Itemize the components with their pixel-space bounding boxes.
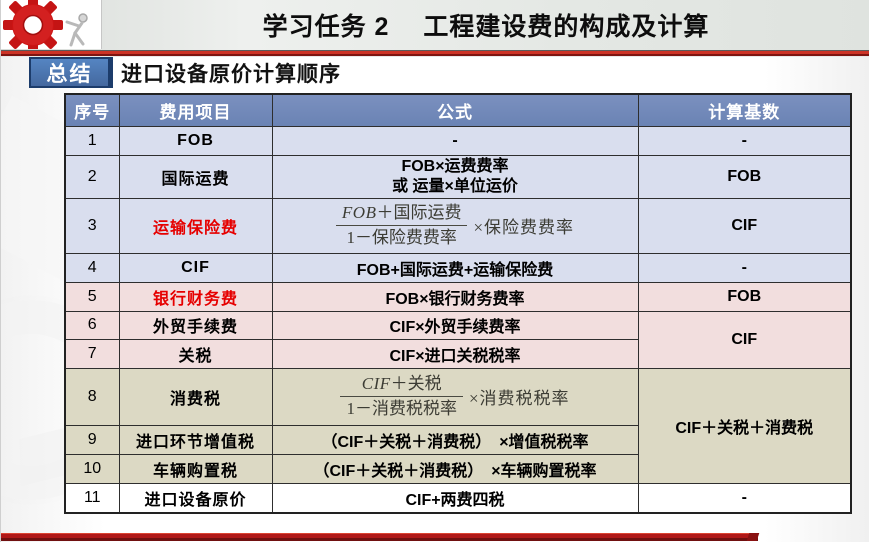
fraction-numerator: FOB＋国际运费 xyxy=(335,202,468,226)
formula-cell: FOB×银行财务费率 xyxy=(271,281,639,312)
formula-line-2: 或 运量×单位运价 xyxy=(392,177,518,195)
base-cell: CIF xyxy=(637,197,852,254)
gear-icon xyxy=(3,0,88,49)
fraction-denominator: 1－保险费费率 xyxy=(346,228,457,247)
base-cell-merged: CIF＋关税＋消费税 xyxy=(637,367,852,484)
formula-line-1: FOB×运费费率 xyxy=(401,157,509,175)
fraction-formula: CIF＋关税 1－消费税税率 ×消费税税率 xyxy=(340,373,569,420)
fraction-multiplier: ×保险费费率 xyxy=(473,218,575,237)
table-row: 11 进口设备原价 CIF+两费四税 - xyxy=(64,482,852,514)
item-cell: 进口环节增值税 xyxy=(118,424,273,455)
row-number: 1 xyxy=(64,125,120,156)
item-cell: 进口设备原价 xyxy=(118,482,273,514)
row-number: 10 xyxy=(64,453,120,484)
base-cell: - xyxy=(637,125,852,156)
page-title: 学习任务 2 工程建设费的构成及计算 xyxy=(262,13,710,41)
fraction-variable: CIF xyxy=(361,374,391,393)
fraction-numerator-text: ＋国际运费 xyxy=(376,203,462,222)
fraction-numerator: CIF＋关税 xyxy=(340,373,463,397)
row-number: 9 xyxy=(64,424,120,455)
red-divider xyxy=(1,50,869,57)
logo-box xyxy=(1,0,102,49)
formula-cell: （CIF＋关税＋消费税） ×增值税税率 xyxy=(271,424,639,455)
row-number: 3 xyxy=(64,197,120,254)
row-number: 7 xyxy=(64,338,120,369)
table-row: 6 外贸手续费 CIF×外贸手续费率 CIF xyxy=(64,310,852,369)
table-row: 8 消费税 CIF＋关税 1－消费税税率 ×消费税税率 CIF＋关税＋消费税 xyxy=(64,367,852,484)
column-header-no: 序号 xyxy=(64,93,120,127)
base-cell-merged: CIF xyxy=(637,310,852,369)
item-cell: 消费税 xyxy=(118,367,273,426)
table-row: 10 车辆购置税 （CIF＋关税＋消费税） ×车辆购置税率 xyxy=(64,453,851,484)
table-row: 7 关税 CIF×进口关税税率 xyxy=(64,338,851,369)
row-number: 6 xyxy=(64,310,120,340)
formula-cell: CIF×进口关税税率 xyxy=(271,338,639,369)
row-number: 4 xyxy=(64,252,120,283)
summary-subtitle: 进口设备原价计算顺序 xyxy=(121,63,341,86)
item-cell: 运输保险费 xyxy=(118,197,273,254)
item-cell: FOB xyxy=(118,125,273,156)
worker-figure-icon xyxy=(65,13,88,47)
item-cell: 国际运费 xyxy=(118,154,273,199)
formula-cell: CIF+两费四税 xyxy=(271,482,639,514)
column-header-base: 计算基数 xyxy=(637,93,852,127)
calculation-table: 序号 费用项目 公式 计算基数 1 FOB - - 2 国际运费 FOB×运费费… xyxy=(64,93,852,514)
fraction: FOB＋国际运费 1－保险费费率 xyxy=(335,202,468,249)
summary-badge: 总结 xyxy=(29,57,113,88)
table-row: 9 进口环节增值税 （CIF＋关税＋消费税） ×增值税税率 xyxy=(64,424,851,455)
base-cell: - xyxy=(637,252,852,283)
column-header-item: 费用项目 xyxy=(118,93,273,127)
fraction-multiplier: ×消费税税率 xyxy=(468,389,570,408)
item-cell: 关税 xyxy=(118,338,273,369)
table-row: 5 银行财务费 FOB×银行财务费率 FOB xyxy=(64,281,852,312)
item-cell: CIF xyxy=(118,252,273,283)
fraction-variable: FOB xyxy=(341,203,377,222)
fraction: CIF＋关税 1－消费税税率 xyxy=(340,373,463,420)
table-row: 2 国际运费 FOB×运费费率 或 运量×单位运价 FOB xyxy=(64,154,852,199)
item-cell: 外贸手续费 xyxy=(118,310,273,340)
table-row: 3 运输保险费 FOB＋国际运费 1－保险费费率 ×保险费费率 CIF xyxy=(64,197,852,254)
item-cell: 车辆购置税 xyxy=(118,453,273,484)
column-header-formula: 公式 xyxy=(271,93,639,127)
row-number: 11 xyxy=(64,482,120,514)
fraction-formula: FOB＋国际运费 1－保险费费率 ×保险费费率 xyxy=(335,202,575,249)
item-cell: 银行财务费 xyxy=(118,281,273,312)
row-number: 5 xyxy=(64,281,120,312)
row-number: 2 xyxy=(64,154,120,199)
formula-cell: FOB×运费费率 或 运量×单位运价 xyxy=(271,154,639,199)
table-row: 1 FOB - - xyxy=(64,125,852,156)
row-number: 8 xyxy=(64,367,120,426)
formula-cell: FOB＋国际运费 1－保险费费率 ×保险费费率 xyxy=(271,197,639,254)
formula-cell: CIF×外贸手续费率 xyxy=(271,310,639,340)
table-header-row: 序号 费用项目 公式 计算基数 xyxy=(64,93,852,127)
table-row: 4 CIF FOB+国际运费+运输保险费 - xyxy=(64,252,852,283)
bottom-red-bar xyxy=(1,533,758,541)
base-cell: - xyxy=(637,482,852,514)
base-cell: FOB xyxy=(637,281,852,312)
formula-cell: CIF＋关税 1－消费税税率 ×消费税税率 xyxy=(271,367,639,426)
header-band: 学习任务 2 工程建设费的构成及计算 xyxy=(1,0,869,50)
formula-cell: （CIF＋关税＋消费税） ×车辆购置税率 xyxy=(271,453,639,484)
base-cell: FOB xyxy=(637,154,852,199)
formula-cell: FOB+国际运费+运输保险费 xyxy=(271,252,639,283)
fraction-numerator-text: ＋关税 xyxy=(390,374,442,393)
fraction-denominator: 1－消费税税率 xyxy=(346,399,457,418)
formula-cell: - xyxy=(271,125,639,156)
